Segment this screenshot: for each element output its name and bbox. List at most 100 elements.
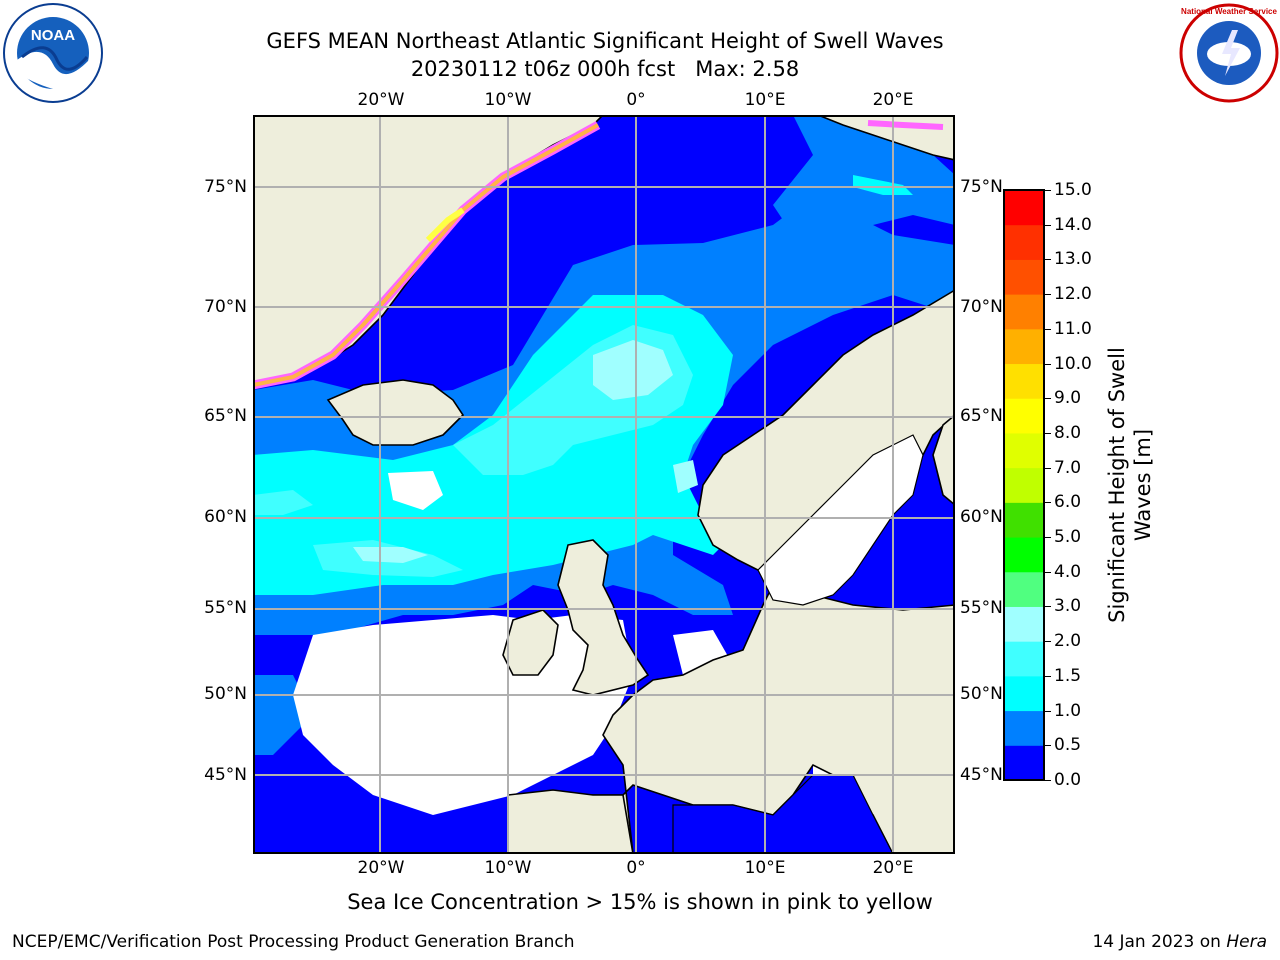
colorbar-tick-label: 14.0 bbox=[1054, 214, 1092, 235]
lat-tick-right: 60°N bbox=[960, 507, 1003, 527]
colorbar-label: Significant Height of Swell Waves [m] bbox=[1105, 347, 1155, 623]
colorbar-bin bbox=[1004, 710, 1044, 746]
colorbar-tick-mark bbox=[1045, 675, 1051, 677]
colorbar-tick-label: 0.0 bbox=[1054, 770, 1082, 790]
colorbar-tick-label: 2.0 bbox=[1054, 631, 1082, 652]
colorbar-bin bbox=[1004, 606, 1044, 642]
colorbar-bin bbox=[1004, 675, 1044, 712]
great-britain-land bbox=[557, 539, 650, 696]
lon-tick-bottom: 20°W bbox=[357, 858, 405, 878]
colorbar-bin bbox=[1004, 467, 1044, 503]
colorbar-tick-mark bbox=[1045, 328, 1051, 330]
colorbar-tick-mark bbox=[1045, 224, 1051, 226]
max-label: Max: 2.58 bbox=[695, 57, 800, 81]
run-label: 20230112 t06z 000h fcst bbox=[410, 57, 676, 81]
colorbar-tick-mark bbox=[1045, 710, 1051, 712]
colorbar-tick-mark bbox=[1045, 467, 1051, 469]
lat-tick-left: 55°N bbox=[204, 598, 247, 618]
lat-tick-right: 75°N bbox=[960, 177, 1003, 197]
lat-tick-right: 45°N bbox=[960, 765, 1003, 785]
colorbar-bin bbox=[1004, 502, 1044, 538]
colorbar-bin bbox=[1004, 259, 1044, 295]
lat-tick-left: 45°N bbox=[204, 765, 247, 785]
lon-tick-top: 10°E bbox=[744, 90, 786, 110]
colorbar-tick-mark bbox=[1045, 502, 1051, 504]
colorbar-tick-label: 13.0 bbox=[1054, 249, 1092, 270]
colorbar-bin bbox=[1004, 224, 1044, 260]
colorbar-bin bbox=[1004, 537, 1044, 573]
colorbar-bin bbox=[1004, 398, 1044, 434]
colorbar-tick-label: 12.0 bbox=[1054, 284, 1092, 305]
colorbar-tick-label: 3.0 bbox=[1054, 596, 1082, 617]
nws-logo: National Weather Service bbox=[1179, 3, 1279, 103]
colorbar-tick-label: 11.0 bbox=[1054, 318, 1092, 339]
colorbar-bin bbox=[1004, 294, 1044, 330]
nws-logo-text: National Weather Service bbox=[1181, 7, 1277, 16]
colorbar-tick-mark bbox=[1045, 432, 1051, 434]
colorbar-tick-label: 5.0 bbox=[1054, 527, 1082, 548]
sea-ice-note: Sea Ice Concentration > 15% is shown in … bbox=[347, 890, 933, 914]
colorbar-tick-label: 1.5 bbox=[1054, 665, 1082, 686]
colorbar-tick-label: 7.0 bbox=[1054, 457, 1082, 478]
colorbar-tick-label: 4.0 bbox=[1054, 561, 1082, 582]
lon-tick-top: 20°E bbox=[872, 90, 914, 110]
colorbar-tick-mark bbox=[1045, 745, 1051, 747]
lon-tick-top: 10°W bbox=[484, 90, 532, 110]
colorbar-tick-mark bbox=[1045, 398, 1051, 400]
colorbar-tick-mark bbox=[1045, 363, 1051, 365]
lat-tick-left: 50°N bbox=[204, 684, 247, 704]
colorbar-tick-label: 6.0 bbox=[1054, 492, 1082, 513]
colorbar-tick-mark bbox=[1045, 294, 1051, 296]
colorbar-tick-label: 10.0 bbox=[1054, 353, 1092, 374]
lat-tick-right: 70°N bbox=[960, 297, 1003, 317]
lon-tick-top: 20°W bbox=[357, 90, 405, 110]
colorbar-tick-label: 0.5 bbox=[1054, 735, 1082, 756]
noaa-logo-text: NOAA bbox=[31, 27, 75, 44]
swell-height-map bbox=[253, 115, 955, 854]
colorbar-bin bbox=[1004, 571, 1044, 607]
map-frame bbox=[253, 115, 955, 854]
lat-tick-left: 70°N bbox=[204, 297, 247, 317]
iceland-land bbox=[326, 379, 465, 446]
colorbar-tick-mark bbox=[1045, 606, 1051, 608]
lat-tick-left: 75°N bbox=[204, 177, 247, 197]
iberia-land bbox=[507, 789, 634, 854]
generation-date: 14 Jan 2023 on Hera bbox=[1092, 932, 1267, 952]
lon-tick-top: 0° bbox=[626, 90, 646, 110]
lat-tick-right: 65°N bbox=[960, 406, 1003, 426]
landmasses bbox=[253, 115, 955, 854]
colorbar-bin bbox=[1004, 363, 1044, 399]
colorbar-tick-mark bbox=[1045, 780, 1051, 781]
colorbar-bin bbox=[1004, 328, 1044, 365]
date-text: 14 Jan 2023 on bbox=[1092, 932, 1227, 952]
machine-name: Hera bbox=[1226, 932, 1267, 952]
colorbar-bin bbox=[1004, 190, 1044, 226]
lat-tick-right: 50°N bbox=[960, 684, 1003, 704]
finland-land bbox=[932, 413, 955, 507]
colorbar-tick-mark bbox=[1045, 641, 1051, 643]
lon-tick-bottom: 0° bbox=[626, 858, 646, 878]
lon-tick-bottom: 10°W bbox=[484, 858, 532, 878]
ireland-land bbox=[502, 609, 559, 676]
colorbar-bin bbox=[1004, 745, 1044, 781]
lat-tick-left: 60°N bbox=[204, 507, 247, 527]
colorbar-tick-mark bbox=[1045, 259, 1051, 261]
colorbar bbox=[1003, 189, 1045, 781]
producer-credit: NCEP/EMC/Verification Post Processing Pr… bbox=[12, 932, 575, 952]
colorbar-tick-mark bbox=[1045, 190, 1051, 191]
noaa-logo: NOAA bbox=[3, 3, 103, 103]
lon-tick-bottom: 20°E bbox=[872, 858, 914, 878]
map-title: GEFS MEAN Northeast Atlantic Significant… bbox=[266, 29, 944, 53]
colorbar-tick-label: 8.0 bbox=[1054, 422, 1082, 443]
sea-ice-edge bbox=[253, 120, 944, 390]
colorbar-tick-label: 9.0 bbox=[1054, 388, 1082, 409]
swell-field-2-3 bbox=[353, 340, 698, 563]
lat-tick-right: 55°N bbox=[960, 598, 1003, 618]
colorbar-bin bbox=[1004, 641, 1044, 677]
colorbar-tick-label: 1.0 bbox=[1054, 700, 1082, 721]
colorbar-tick-mark bbox=[1045, 537, 1051, 539]
map-subtitle: 20230112 t06z 000h fcst Max: 2.58 bbox=[0, 56, 1210, 82]
colorbar-tick-mark bbox=[1045, 571, 1051, 573]
lat-tick-left: 65°N bbox=[204, 406, 247, 426]
lon-tick-bottom: 10°E bbox=[744, 858, 786, 878]
